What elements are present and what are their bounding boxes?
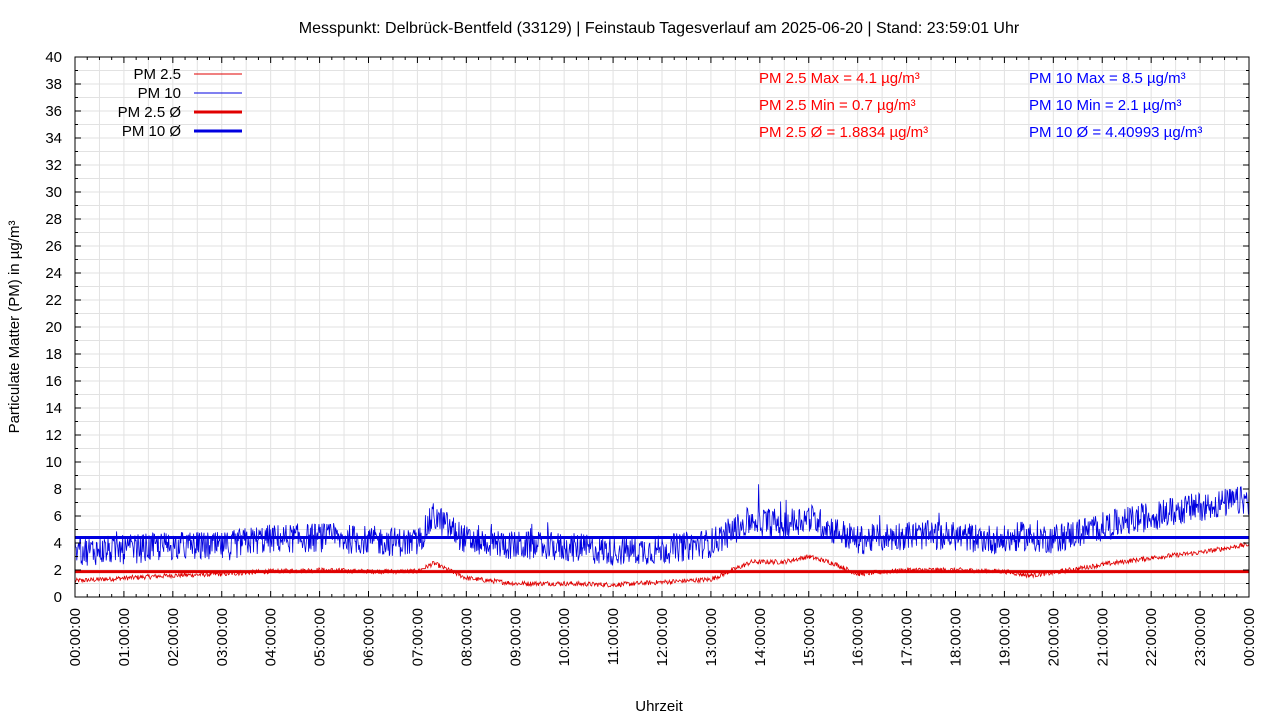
legend: PM 2.5 PM 10 PM 2.5 Ø PM 10 Ø xyxy=(118,66,242,140)
axes: 024681012141618202224262830323436384000:… xyxy=(45,49,1258,666)
stat-pm10: PM 10 Max = 8.5 µg/m³ xyxy=(1029,70,1186,87)
y-tick-label: 26 xyxy=(45,238,62,255)
x-tick-label: 12:00:00 xyxy=(654,608,671,666)
stat-pm10: PM 10 Ø = 4.40993 µg/m³ xyxy=(1029,124,1202,141)
y-tick-label: 28 xyxy=(45,211,62,228)
x-tick-label: 01:00:00 xyxy=(116,608,133,666)
x-tick-label: 16:00:00 xyxy=(850,608,867,666)
y-tick-label: 8 xyxy=(54,481,62,498)
x-tick-label: 13:00:00 xyxy=(703,608,720,666)
x-tick-label: 22:00:00 xyxy=(1143,608,1160,666)
y-tick-label: 16 xyxy=(45,373,62,390)
x-tick-label: 11:00:00 xyxy=(605,608,622,665)
x-tick-label: 18:00:00 xyxy=(948,608,965,666)
y-tick-label: 38 xyxy=(45,76,62,93)
x-tick-label: 04:00:00 xyxy=(263,608,280,666)
y-tick-label: 36 xyxy=(45,103,62,120)
x-tick-label: 15:00:00 xyxy=(801,608,818,666)
x-tick-label: 17:00:00 xyxy=(899,608,916,666)
stat-pm25: PM 2.5 Ø = 1.8834 µg/m³ xyxy=(759,124,928,141)
y-tick-label: 34 xyxy=(45,130,62,147)
x-tick-label: 06:00:00 xyxy=(361,608,378,666)
y-tick-label: 32 xyxy=(45,157,62,174)
x-tick-label: 05:00:00 xyxy=(312,608,329,666)
x-tick-label: 09:00:00 xyxy=(507,608,524,666)
chart-title: Messpunkt: Delbrück-Bentfeld (33129) | F… xyxy=(299,20,1020,37)
legend-label: PM 10 Ø xyxy=(122,123,182,140)
y-tick-label: 6 xyxy=(54,508,62,525)
x-tick-label: 20:00:00 xyxy=(1045,608,1062,666)
x-tick-label: 02:00:00 xyxy=(165,608,182,666)
stat-pm25: PM 2.5 Max = 4.1 µg/m³ xyxy=(759,70,920,87)
y-tick-label: 18 xyxy=(45,346,62,363)
x-tick-label: 00:00:00 xyxy=(1241,608,1258,666)
y-tick-label: 0 xyxy=(54,589,62,606)
y-tick-label: 10 xyxy=(45,454,62,471)
x-tick-label: 07:00:00 xyxy=(409,608,426,666)
y-tick-label: 20 xyxy=(45,319,62,336)
y-tick-label: 14 xyxy=(45,400,62,417)
stat-pm25: PM 2.5 Min = 0.7 µg/m³ xyxy=(759,97,916,114)
x-axis-label: Uhrzeit xyxy=(635,698,683,715)
y-tick-label: 22 xyxy=(45,292,62,309)
x-tick-label: 10:00:00 xyxy=(556,608,573,666)
plot-series xyxy=(74,484,1250,588)
stat-pm10: PM 10 Min = 2.1 µg/m³ xyxy=(1029,97,1181,114)
y-tick-label: 24 xyxy=(45,265,62,282)
y-tick-label: 4 xyxy=(54,535,62,552)
legend-label: PM 2.5 xyxy=(133,66,181,83)
y-axis-label: Particulate Matter (PM) in µg/m³ xyxy=(6,221,23,434)
x-tick-label: 14:00:00 xyxy=(752,608,769,666)
x-tick-label: 03:00:00 xyxy=(214,608,231,666)
legend-label: PM 2.5 Ø xyxy=(118,104,182,121)
x-tick-label: 08:00:00 xyxy=(458,608,475,666)
x-tick-label: 19:00:00 xyxy=(996,608,1013,666)
stats-annotations: PM 2.5 Max = 4.1 µg/m³ PM 2.5 Min = 0.7 µ… xyxy=(759,70,1202,141)
y-tick-label: 30 xyxy=(45,184,62,201)
legend-label: PM 10 xyxy=(138,85,181,102)
y-tick-label: 40 xyxy=(45,49,62,66)
y-tick-label: 12 xyxy=(45,427,62,444)
x-tick-label: 00:00:00 xyxy=(67,608,84,666)
x-tick-label: 23:00:00 xyxy=(1192,608,1209,666)
x-tick-label: 21:00:00 xyxy=(1094,608,1111,666)
y-tick-label: 2 xyxy=(54,562,62,579)
